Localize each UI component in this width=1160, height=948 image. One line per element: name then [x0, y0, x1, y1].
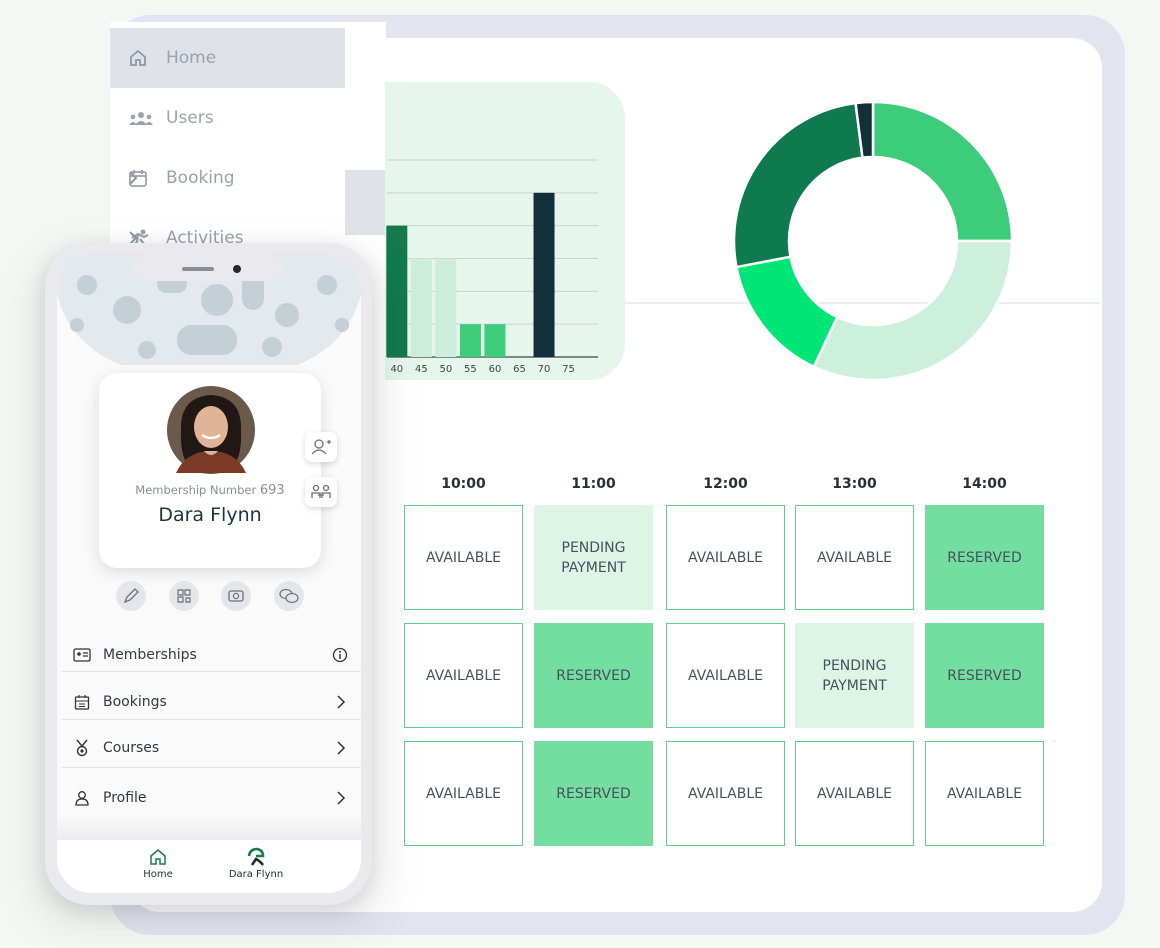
- nav-label: Dara Flynn: [228, 869, 284, 880]
- separator: [62, 767, 361, 768]
- time-label: 13:00: [832, 476, 877, 492]
- icon: [76, 739, 88, 757]
- menu-label: Bookings: [103, 694, 167, 710]
- sidebar-scroll: [345, 170, 387, 235]
- nav-users[interactable]: Users: [110, 88, 345, 148]
- nav-home[interactable]: Home: [110, 28, 345, 88]
- menu-label: Profile: [103, 790, 147, 806]
- slot[interactable]: AVAILABLE: [925, 741, 1044, 846]
- menu-profile[interactable]: Profile: [62, 775, 361, 821]
- chevron: [129, 171, 138, 185]
- phone: Membership Number 693 Dara Flynn Members…: [45, 243, 372, 905]
- slot[interactable]: RESERVED: [534, 741, 653, 846]
- icon: [311, 484, 331, 498]
- users-icon: [129, 112, 153, 125]
- nav-booking[interactable]: Booking: [110, 148, 345, 208]
- add-member-button[interactable]: [305, 432, 337, 462]
- slot[interactable]: AVAILABLE: [666, 741, 785, 846]
- bar-chart-card: [385, 82, 625, 380]
- fade: [57, 815, 361, 841]
- phone-screen: Membership Number 693 Dara Flynn Members…: [57, 255, 361, 893]
- chat-button[interactable]: [274, 581, 304, 611]
- action-icons: [116, 581, 304, 611]
- bottom-nav: Home Dara Flynn: [57, 840, 361, 893]
- separator: [62, 671, 361, 672]
- chevron: [337, 791, 346, 805]
- menu-courses[interactable]: Courses: [62, 725, 361, 771]
- menu-bookings[interactable]: Bookings: [62, 679, 361, 725]
- slot[interactable]: RESERVED: [925, 623, 1044, 728]
- chevron: [337, 741, 346, 755]
- icon: [75, 791, 89, 806]
- home-icon: [130, 49, 146, 66]
- nav-label: Home: [166, 48, 217, 68]
- avatar: [167, 386, 255, 474]
- nav-label: Users: [166, 108, 214, 128]
- qr-button[interactable]: [169, 581, 199, 611]
- time-label: 14:00: [962, 476, 1007, 492]
- family-button[interactable]: [305, 477, 337, 507]
- profile-card: Membership Number 693 Dara Flynn: [99, 373, 321, 568]
- slot[interactable]: AVAILABLE: [404, 623, 523, 728]
- member-name: Dara Flynn: [158, 504, 262, 526]
- menu-label: Courses: [103, 740, 160, 756]
- separator: [62, 719, 361, 720]
- icon: [150, 849, 166, 865]
- nav-label: Home: [143, 869, 173, 880]
- nav-label: Booking: [166, 168, 235, 188]
- slot[interactable]: AVAILABLE: [795, 505, 914, 610]
- info-icon: [332, 647, 348, 663]
- slot[interactable]: AVAILABLE: [666, 505, 785, 610]
- chevron: [129, 231, 138, 245]
- slot[interactable]: AVAILABLE: [404, 505, 523, 610]
- slot[interactable]: PENDING PAYMENT: [795, 623, 914, 728]
- chevron: [337, 695, 346, 709]
- calendar-icon: [129, 170, 147, 187]
- time-label: 12:00: [703, 476, 748, 492]
- edit-button[interactable]: [116, 581, 146, 611]
- time-label: 10:00: [441, 476, 486, 492]
- slot[interactable]: AVAILABLE: [404, 741, 523, 846]
- slot[interactable]: AVAILABLE: [795, 741, 914, 846]
- slot[interactable]: RESERVED: [534, 623, 653, 728]
- icon: [311, 439, 331, 455]
- membership-number: 693: [259, 483, 285, 498]
- slot[interactable]: PENDING PAYMENT: [534, 505, 653, 610]
- menu-label: Memberships: [103, 647, 197, 663]
- membership-label: Membership Number: [135, 483, 257, 497]
- icon: [73, 648, 91, 662]
- sidebar: Home Users Booking Activities: [110, 22, 386, 262]
- membership: Membership Number 693: [99, 483, 321, 498]
- icon: [74, 695, 90, 710]
- slot[interactable]: RESERVED: [925, 505, 1044, 610]
- header-pattern: [57, 255, 361, 365]
- camera-button[interactable]: [221, 581, 251, 611]
- slot[interactable]: AVAILABLE: [666, 623, 785, 728]
- time-label: 11:00: [571, 476, 616, 492]
- menu-memberships[interactable]: Memberships: [62, 632, 361, 678]
- logo-icon: [247, 847, 265, 866]
